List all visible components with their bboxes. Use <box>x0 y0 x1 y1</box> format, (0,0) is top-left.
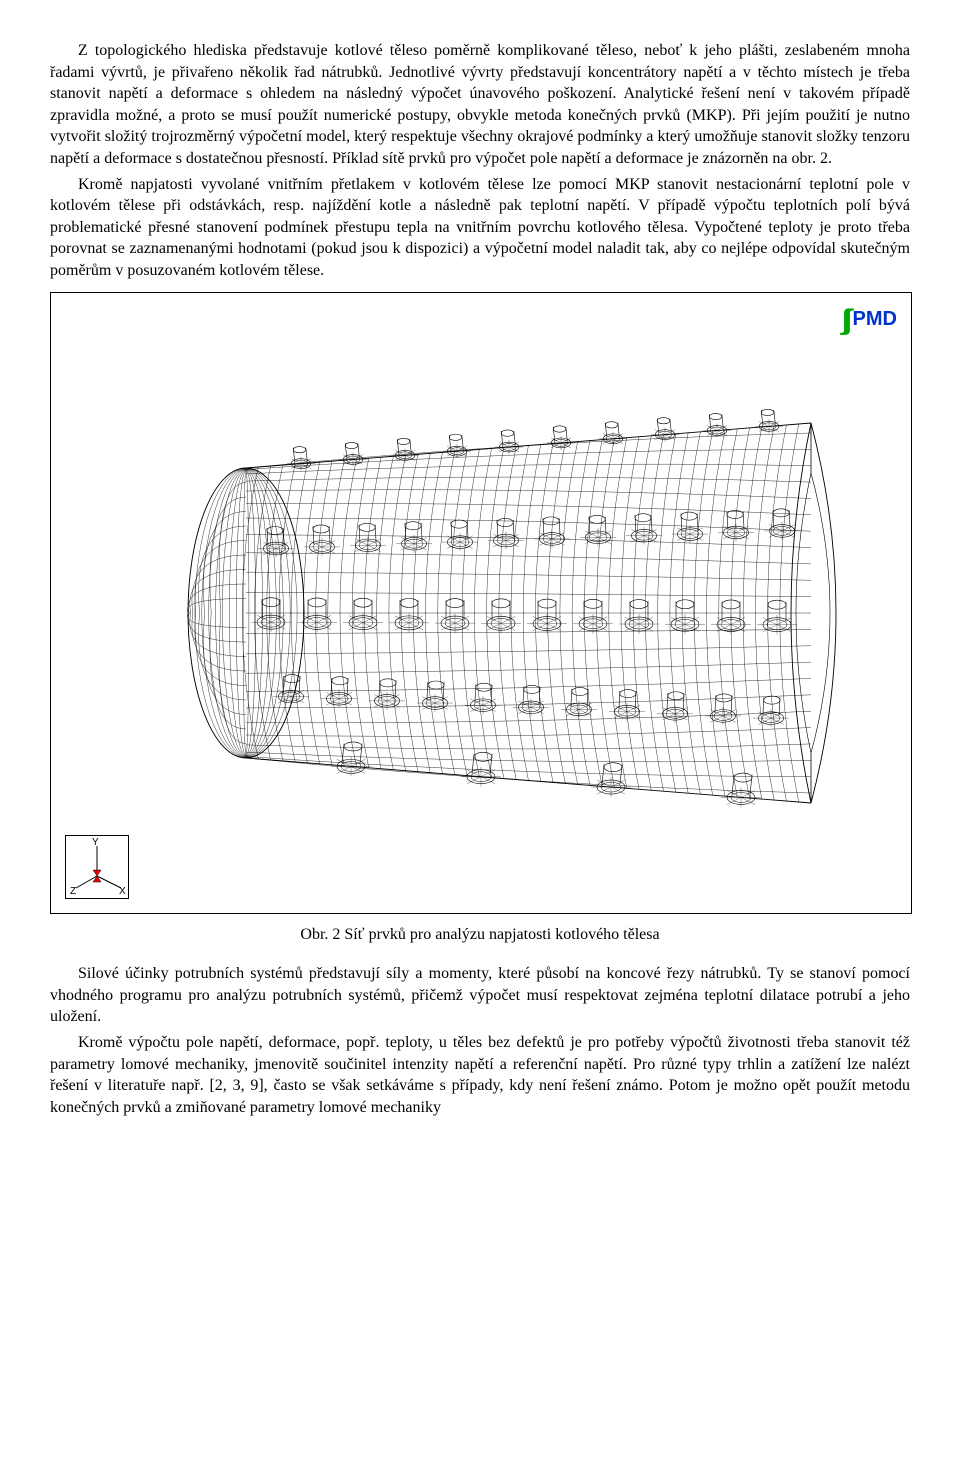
software-name: PMD <box>853 306 897 333</box>
figure-caption: Obr. 2 Síť prvků pro analýzu napjatosti … <box>50 924 910 946</box>
mesh-drawing <box>91 333 871 853</box>
paragraph-1: Z topologického hlediska představuje kot… <box>50 40 910 170</box>
axis-z-label: Z <box>70 886 76 897</box>
paragraph-4: Kromě výpočtu pole napětí, deformace, po… <box>50 1032 910 1118</box>
axis-x-label: X <box>119 886 126 897</box>
axis-triad: Y X Z <box>65 835 129 899</box>
axis-y-label: Y <box>92 837 99 848</box>
figure-2: ∫∫∫ PMD Y X Z Obr. 2 Síť prvků pro analý… <box>50 292 910 946</box>
paragraph-2: Kromě napjatosti vyvolané vnitřním přetl… <box>50 174 910 282</box>
paragraph-3: Silové účinky potrubních systémů předsta… <box>50 963 910 1028</box>
figure-frame: ∫∫∫ PMD Y X Z <box>50 292 912 914</box>
